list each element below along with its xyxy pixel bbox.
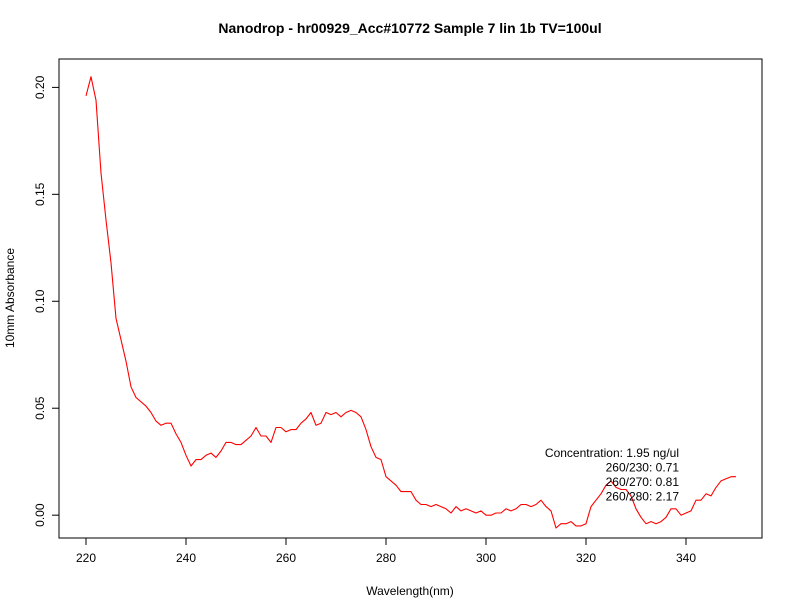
x-tick-label: 220 <box>76 551 96 565</box>
x-tick-label: 340 <box>676 551 696 565</box>
y-tick-label: 0.00 <box>33 503 47 527</box>
y-tick-label: 0.10 <box>33 289 47 313</box>
annotation-text: 260/230: 0.71 <box>606 461 680 475</box>
x-tick-label: 240 <box>176 551 196 565</box>
x-tick-label: 320 <box>576 551 596 565</box>
x-axis-label: Wavelength(nm) <box>366 584 454 598</box>
y-tick-label: 0.20 <box>33 75 47 99</box>
x-tick-label: 280 <box>376 551 396 565</box>
annotation-text: 260/280: 2.17 <box>606 490 680 504</box>
absorbance-series-line <box>85 76 736 529</box>
y-tick-label: 0.15 <box>33 182 47 206</box>
x-tick-label: 260 <box>276 551 296 565</box>
plot-frame <box>58 58 763 539</box>
annotation-text: Concentration: 1.95 ng/ul <box>545 446 679 460</box>
chart-title: Nanodrop - hr00929_Acc#10772 Sample 7 li… <box>218 20 601 36</box>
x-axis: 220 240 260 280 300 320 340 <box>76 538 696 565</box>
annotation-text: 260/270: 0.81 <box>606 475 680 489</box>
y-axis: 0.00 0.05 0.10 0.15 0.20 <box>33 75 59 527</box>
x-tick-label: 300 <box>476 551 496 565</box>
y-axis-label: 10mm Absorbance <box>3 248 17 348</box>
y-tick-label: 0.05 <box>33 396 47 420</box>
series-group <box>85 76 736 529</box>
